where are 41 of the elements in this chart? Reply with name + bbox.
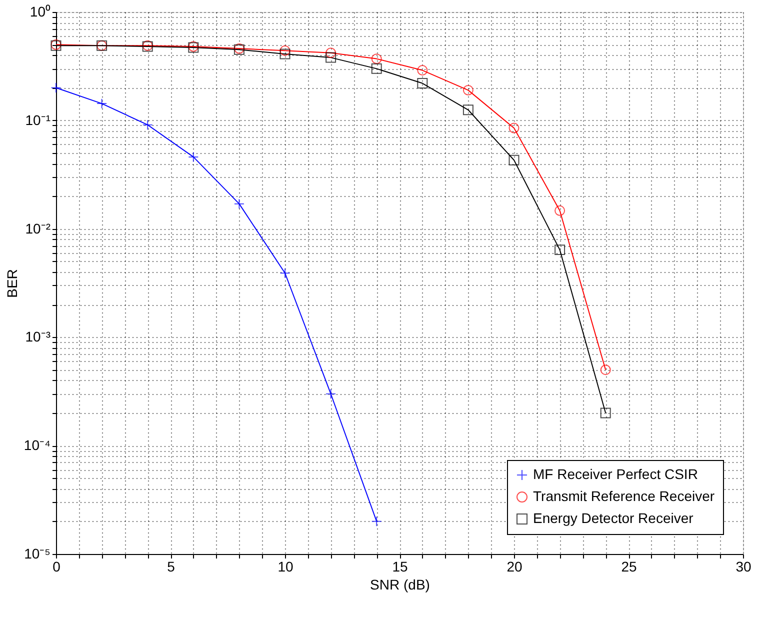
- point: [508, 154, 520, 166]
- x-tick-label: 5: [167, 558, 176, 574]
- point: [462, 104, 474, 116]
- point: [234, 198, 244, 210]
- point: [326, 388, 336, 400]
- point: [371, 63, 382, 74]
- point: [417, 65, 428, 76]
- x-axis-title: SNR (dB): [370, 576, 430, 592]
- y-tick-label: 10⁻⁴: [24, 437, 50, 454]
- point: [96, 98, 108, 109]
- point: [600, 364, 611, 376]
- y-tick-label: 10⁻³: [25, 328, 51, 345]
- point: [50, 82, 62, 94]
- legend-label: MF Receiver Perfect CSIR: [533, 466, 698, 482]
- point: [142, 120, 153, 130]
- legend-label: Energy Detector Receiver: [533, 510, 694, 526]
- point: [280, 268, 290, 278]
- x-tick-label: 30: [736, 558, 752, 574]
- point: [417, 78, 428, 89]
- x-tick-label: 20: [506, 558, 522, 574]
- point: [600, 408, 611, 418]
- y-axis-title: BER: [4, 269, 20, 298]
- y-tick-label: 10⁰: [30, 4, 50, 20]
- point: [371, 516, 382, 527]
- y-tick-label: 10⁻²: [25, 220, 51, 236]
- point: [554, 205, 566, 216]
- legend-label: Transmit Reference Receiver: [533, 488, 715, 504]
- point: [326, 52, 336, 63]
- point: [326, 48, 336, 58]
- x-tick-label: 10: [278, 558, 294, 574]
- point: [280, 48, 290, 60]
- point: [462, 84, 474, 96]
- y-tick-label: 10⁻¹: [25, 112, 51, 128]
- x-tick-label: 0: [52, 558, 61, 574]
- point: [554, 244, 566, 256]
- y-tick-label: 10⁻⁵: [24, 546, 50, 562]
- point: [371, 54, 382, 64]
- point: [188, 152, 199, 162]
- point: [508, 122, 520, 134]
- x-tick-label: 15: [392, 558, 408, 574]
- x-tick-label: 25: [621, 558, 637, 574]
